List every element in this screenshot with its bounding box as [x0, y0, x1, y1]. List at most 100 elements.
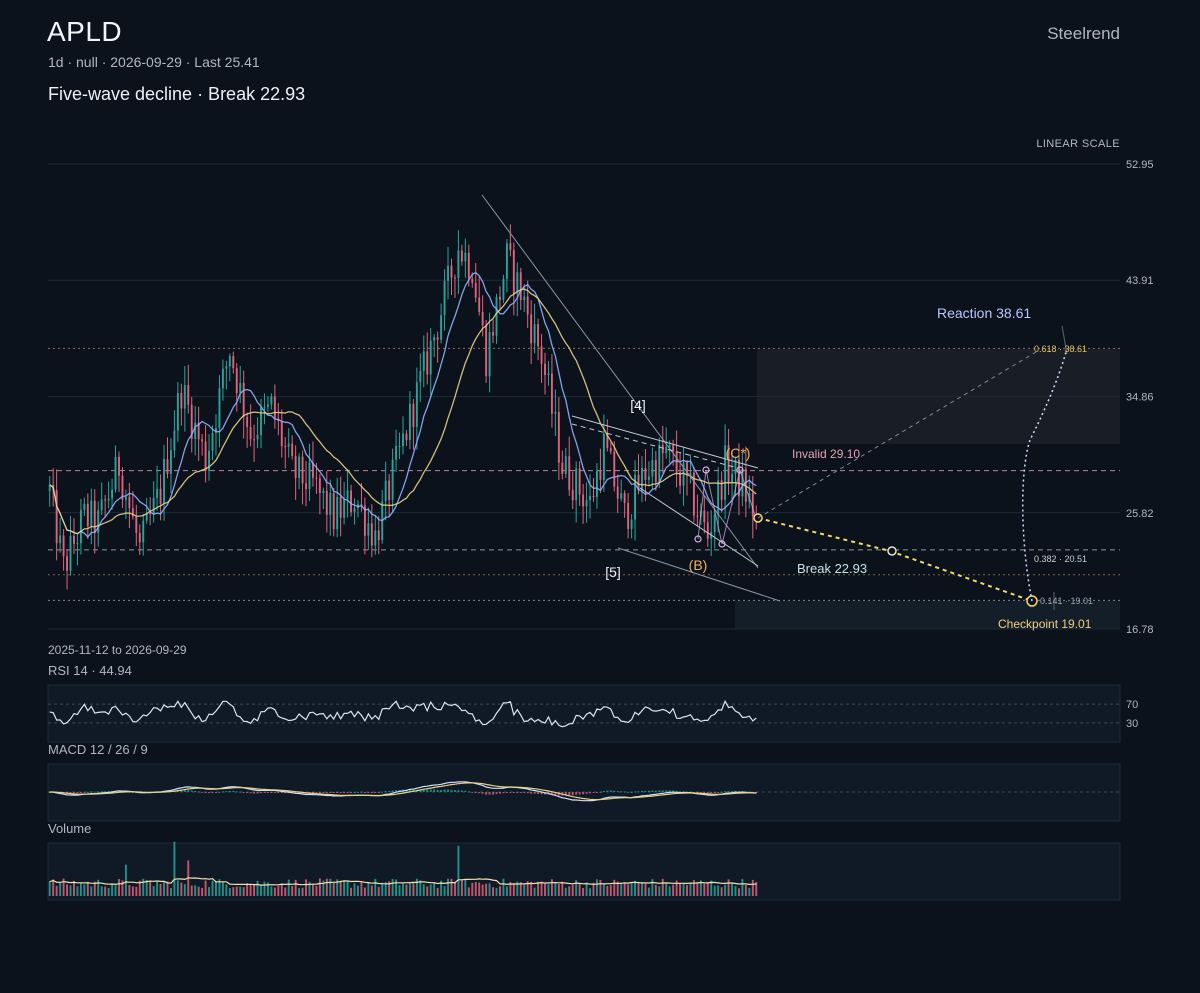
volume-bar	[402, 883, 404, 896]
scale-toggle[interactable]: LINEAR SCALE	[1036, 138, 1120, 150]
candle	[249, 427, 252, 440]
macd-histogram-bar	[627, 791, 630, 793]
candle	[253, 439, 256, 441]
chart-meta: 1d · null · 2026-09-29 · Last 25.41	[48, 54, 260, 70]
candle	[263, 406, 266, 408]
candle	[256, 434, 259, 440]
candle	[90, 500, 93, 526]
candle	[602, 433, 605, 480]
macd-histogram-bar	[654, 790, 657, 792]
candle	[464, 252, 467, 262]
candle	[516, 272, 519, 294]
macd-histogram-bar	[537, 792, 540, 794]
candle	[73, 535, 75, 544]
volume-bar	[280, 883, 283, 896]
macd-histogram-bar	[499, 792, 501, 794]
pivot-marker	[694, 535, 702, 543]
volume-bar	[100, 886, 103, 896]
volume-bar	[426, 886, 429, 896]
macd-histogram-bar	[235, 791, 238, 793]
candle	[592, 495, 595, 498]
macd-histogram-bar	[713, 792, 716, 793]
macd-histogram-bar	[620, 791, 623, 793]
checkpoint-zone	[735, 601, 1120, 629]
brand-name: Steelrend	[1047, 24, 1120, 43]
invalid-label: Invalid 29.10	[792, 447, 860, 461]
volume-bar	[253, 884, 256, 896]
macd-histogram-bar	[336, 792, 339, 793]
candle	[76, 543, 79, 545]
candle	[156, 488, 159, 498]
candle	[100, 499, 103, 511]
candle	[713, 514, 716, 533]
macd-histogram-bar	[242, 792, 245, 793]
volume-bar	[481, 884, 484, 896]
candle	[142, 520, 145, 543]
macd-histogram-bar	[616, 791, 619, 793]
macd-histogram-bar	[568, 792, 571, 796]
macd-histogram-bar	[408, 789, 411, 792]
reaction-path	[1021, 351, 1067, 602]
candle	[478, 297, 481, 312]
macd-signal-line	[49, 782, 757, 801]
candle	[651, 460, 654, 477]
volume-bar	[118, 879, 120, 896]
volume-bar	[228, 888, 231, 896]
candle	[284, 446, 287, 448]
volume-bar	[287, 879, 290, 896]
volume-bar	[388, 881, 391, 896]
volume-bar	[194, 885, 197, 896]
volume-bar	[689, 883, 692, 896]
volume-bar	[447, 878, 449, 896]
volume-bar	[391, 879, 394, 896]
volume-bar	[502, 878, 505, 896]
macd-histogram-bar	[246, 792, 249, 793]
volume-bar	[294, 879, 297, 896]
candle	[450, 265, 453, 278]
macd-histogram-bar	[263, 792, 266, 793]
candle	[159, 488, 162, 504]
candle	[415, 382, 418, 427]
macd-histogram-bar	[634, 791, 637, 793]
candle	[665, 447, 668, 454]
macd-histogram-bar	[318, 792, 321, 794]
volume-bar	[686, 885, 688, 896]
wave-label-b: (B)	[689, 557, 708, 573]
volume-bar	[485, 883, 488, 896]
macd-histogram-bar	[357, 791, 359, 793]
candle	[634, 474, 637, 520]
candle	[374, 530, 377, 546]
volume-bar	[121, 880, 124, 896]
candle	[273, 396, 276, 419]
candle	[294, 456, 297, 479]
candle	[145, 513, 148, 521]
macd-histogram-bar	[481, 792, 484, 794]
macd-histogram-bar	[606, 790, 609, 792]
candle	[564, 456, 567, 475]
volume-bar	[720, 887, 723, 896]
macd-histogram-bar	[350, 792, 353, 793]
macd-histogram-bar	[609, 790, 612, 792]
volume-bar	[180, 882, 183, 896]
macd-histogram-bar	[550, 792, 553, 795]
candle	[395, 446, 398, 460]
volume-bar	[519, 882, 522, 896]
y-tick-label: 43.91	[1126, 275, 1154, 287]
candle	[391, 459, 394, 500]
candle	[460, 250, 463, 262]
candle	[641, 467, 643, 491]
checkpoint-label: Checkpoint 19.01	[998, 617, 1092, 631]
volume-bar	[415, 878, 418, 896]
macd-histogram-bar	[204, 792, 207, 793]
candle	[69, 535, 72, 571]
candle	[692, 472, 695, 516]
volume-bar	[589, 888, 591, 896]
candle	[398, 446, 401, 448]
volume-bar	[239, 886, 242, 896]
candle	[526, 296, 529, 315]
macd-histogram-bar	[374, 792, 377, 793]
macd-histogram-bar	[554, 792, 557, 795]
candle	[315, 477, 318, 479]
macd-histogram-bar	[197, 791, 200, 793]
